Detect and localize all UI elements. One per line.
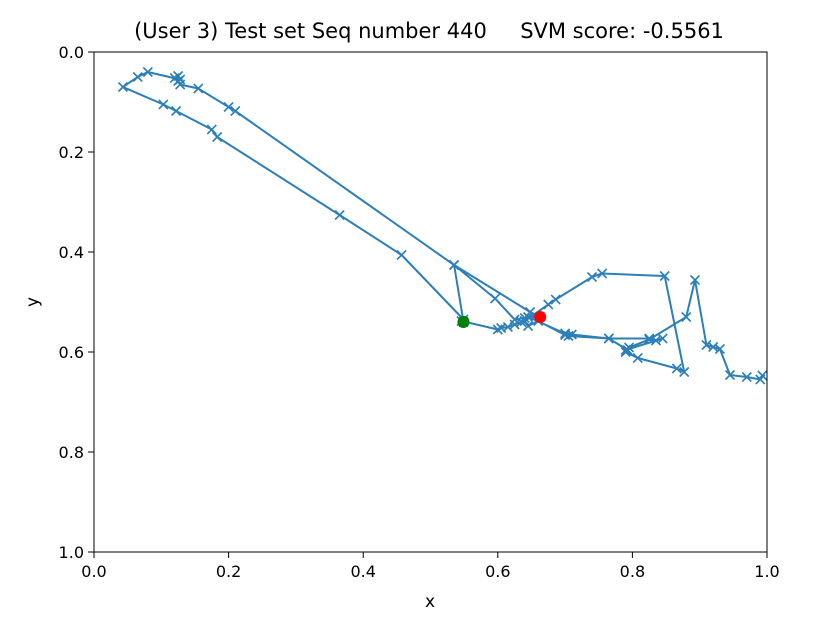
data-point-marker — [657, 333, 668, 344]
y-tick-label: 0.6 — [59, 343, 84, 362]
plot-frame — [93, 51, 768, 553]
y-tick-label: 0.8 — [59, 443, 84, 462]
endpoint-layer — [457, 311, 547, 328]
chart-title: (User 3) Test set Seq number 440 SVM sco… — [134, 19, 724, 43]
data-point-marker — [586, 271, 598, 283]
data-point-marker — [502, 321, 513, 333]
x-tick-label: 0.4 — [350, 562, 375, 581]
data-point-marker — [492, 324, 503, 335]
data-point-marker — [644, 334, 655, 345]
y-axis-ticks: 0.0 0.2 0.4 0.6 0.8 1.0 — [59, 43, 94, 562]
data-point-marker — [701, 339, 712, 351]
y-tick-label: 0.2 — [59, 143, 84, 162]
data-point-marker — [689, 274, 701, 286]
x-tick-label: 1.0 — [754, 562, 779, 581]
data-point-marker — [519, 315, 530, 327]
data-point-marker — [223, 101, 234, 113]
data-point-marker — [622, 344, 633, 356]
data-point-marker — [448, 259, 460, 271]
y-tick-label: 0.0 — [59, 43, 84, 62]
end-point — [534, 311, 547, 323]
data-point-marker — [396, 249, 407, 261]
data-point-marker — [212, 131, 223, 143]
data-point-marker — [597, 268, 608, 279]
x-tick-label: 0.2 — [216, 562, 241, 581]
data-point-marker — [741, 371, 752, 383]
data-point-marker — [671, 363, 682, 374]
plot-area — [94, 52, 767, 552]
data-point-marker — [117, 81, 129, 93]
data-point-marker — [550, 294, 561, 305]
data-point-marker — [632, 352, 643, 364]
data-point-marker — [724, 369, 736, 381]
data-point-marker — [142, 66, 153, 78]
data-point-marker — [708, 341, 719, 353]
x-tick-label: 0.0 — [81, 562, 106, 581]
data-point-marker — [206, 124, 217, 135]
data-point-marker — [560, 329, 571, 341]
data-point-marker — [757, 370, 768, 381]
data-point-marker — [509, 319, 520, 330]
marker-layer — [117, 66, 768, 385]
data-point-marker — [623, 342, 635, 353]
data-point-marker — [681, 311, 692, 323]
start-point — [457, 316, 470, 328]
y-tick-label: 0.4 — [59, 243, 84, 262]
x-tick-label: 0.8 — [620, 562, 645, 581]
data-point-marker — [714, 343, 725, 355]
y-axis-label: y — [23, 297, 43, 307]
data-point-marker — [490, 293, 501, 304]
x-axis-label: x — [425, 592, 435, 612]
y-tick-label: 1.0 — [59, 543, 84, 562]
data-point-marker — [523, 320, 534, 332]
x-axis-ticks: 0.0 0.2 0.4 0.6 0.8 1.0 — [81, 552, 780, 581]
data-point-marker — [543, 299, 554, 310]
data-point-marker — [132, 71, 143, 83]
data-point-marker — [516, 316, 527, 328]
data-point-marker — [334, 209, 345, 221]
data-point-marker — [659, 270, 670, 282]
data-point-marker — [193, 83, 204, 94]
data-point-marker — [230, 105, 241, 117]
data-point-marker — [603, 333, 614, 344]
data-point-marker — [158, 99, 169, 110]
data-point-marker — [679, 366, 690, 378]
data-point-marker — [171, 105, 182, 117]
data-point-marker — [563, 330, 574, 342]
data-point-marker — [175, 74, 186, 85]
x-tick-label: 0.6 — [485, 562, 510, 581]
